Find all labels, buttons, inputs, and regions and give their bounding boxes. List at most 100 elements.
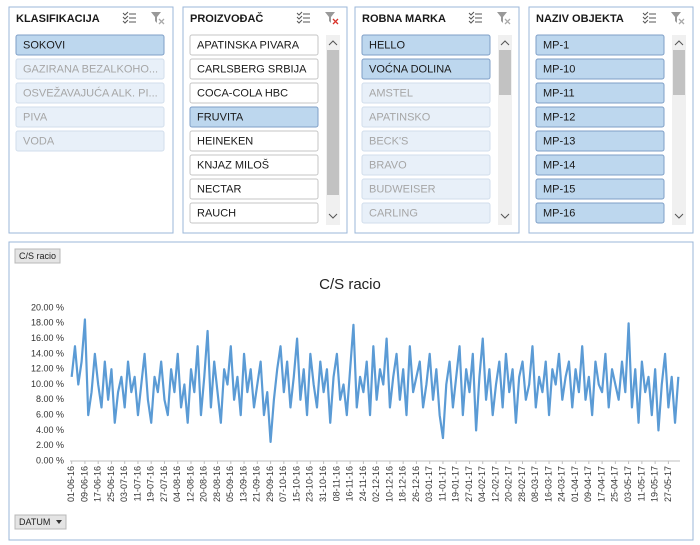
x-tick-label: 24-11-16	[358, 466, 368, 501]
slicer-item[interactable]	[189, 58, 319, 80]
slicer-item[interactable]	[361, 58, 491, 80]
slicer-item[interactable]	[535, 106, 665, 128]
slicer-title: PROIZVOĐAČ	[190, 12, 263, 25]
slicer-item[interactable]	[15, 34, 165, 56]
clear-filter-icon[interactable]	[497, 12, 507, 23]
slicer-item[interactable]	[535, 130, 665, 152]
slicer-item[interactable]	[361, 130, 491, 152]
axis-field-button[interactable]	[14, 514, 67, 530]
x-tick-label: 17-04-17	[596, 466, 606, 502]
slicer-item[interactable]	[535, 34, 665, 56]
slicer-item[interactable]	[361, 178, 491, 200]
multi-select-icon[interactable]	[642, 11, 649, 16]
x-tick-label: 31-10-16	[318, 466, 328, 502]
x-tick-label: 01-04-17	[570, 466, 580, 502]
y-tick-label: 4.00 %	[36, 425, 64, 435]
slicer-item[interactable]	[189, 34, 319, 56]
slicer-title: NAZIV OBJEKTA	[536, 13, 624, 25]
slicer-item[interactable]	[361, 82, 491, 104]
scroll-up[interactable]	[500, 40, 510, 46]
clear-filter-icon[interactable]	[678, 18, 685, 25]
x-tick-label: 04-08-16	[172, 466, 182, 502]
slicer-item[interactable]	[361, 154, 491, 176]
slicer-item[interactable]	[189, 202, 319, 224]
x-tick-label: 02-12-16	[371, 466, 381, 502]
scroll-up[interactable]	[674, 40, 684, 46]
scrollbar-thumb[interactable]	[499, 50, 511, 95]
scroll-up[interactable]	[328, 40, 338, 46]
x-tick-label: 24-03-17	[557, 466, 567, 502]
slicer-item[interactable]	[361, 202, 491, 224]
x-tick-label: 04-02-17	[477, 466, 487, 502]
y-tick-label: 8.00 %	[36, 394, 64, 404]
slicer-item-label: OSVEŽAVAJUĆA ALK. PI...	[23, 86, 158, 99]
x-tick-label: 23-10-16	[305, 466, 315, 502]
slicer-item[interactable]	[361, 106, 491, 128]
slicer-item[interactable]	[189, 130, 319, 152]
slicer-item[interactable]	[535, 82, 665, 104]
x-tick-label: 05-09-16	[225, 466, 235, 502]
slicer-item-label: MP-11	[543, 87, 575, 99]
slicer-item-label: VOĆNA DOLINA	[369, 62, 452, 75]
slicer-item[interactable]	[189, 154, 319, 176]
y-tick-label: 2.00 %	[36, 440, 64, 450]
x-tick-label: 12-02-17	[490, 466, 500, 502]
slicer-item-label: RAUCH	[197, 207, 236, 219]
multi-select-icon[interactable]	[296, 19, 303, 24]
slicer-item-label: MP-16	[543, 207, 575, 219]
line-series	[70, 318, 680, 443]
slicer-item[interactable]	[189, 82, 319, 104]
multi-select-icon[interactable]	[122, 11, 129, 16]
slicer-item-label: APATINSKO	[369, 111, 431, 123]
slicer-item[interactable]	[361, 34, 491, 56]
scrollbar-thumb[interactable]	[673, 50, 685, 95]
clear-filter-icon[interactable]	[325, 12, 335, 23]
clear-filter-icon[interactable]	[151, 12, 161, 23]
x-tick-label: 10-12-16	[384, 466, 394, 502]
slicer-item-label: CARLSBERG SRBIJA	[197, 63, 307, 75]
multi-select-icon[interactable]	[468, 19, 475, 24]
slicer-item-label: MP-14	[543, 159, 575, 171]
slicer-item[interactable]	[15, 58, 165, 80]
slicer-item[interactable]	[535, 58, 665, 80]
x-tick-label: 07-10-16	[278, 466, 288, 502]
multi-select-icon[interactable]	[468, 11, 475, 16]
slicer-item-label: VODA	[23, 135, 55, 147]
slicer-item[interactable]	[189, 106, 319, 128]
multi-select-icon[interactable]	[642, 19, 649, 24]
x-tick-label: 19-01-17	[451, 466, 461, 502]
x-tick-label: 28-02-17	[517, 466, 527, 502]
slicer-item[interactable]	[15, 106, 165, 128]
slicer-item[interactable]	[189, 178, 319, 200]
slicer-item-label: KNJAZ MILOŠ	[197, 158, 269, 171]
slicer-item-label: BRAVO	[369, 159, 407, 171]
slicer-item[interactable]	[15, 130, 165, 152]
x-tick-label: 12-08-16	[185, 466, 195, 502]
slicer-item[interactable]	[535, 178, 665, 200]
multi-select-icon[interactable]	[296, 15, 303, 20]
multi-select-icon[interactable]	[468, 15, 475, 20]
x-tick-label: 19-07-16	[146, 466, 156, 502]
scroll-down[interactable]	[674, 213, 684, 219]
value-field-button[interactable]	[14, 248, 61, 264]
scroll-down[interactable]	[328, 213, 338, 219]
slicer-item-label: BUDWEISER	[369, 183, 436, 195]
multi-select-icon[interactable]	[296, 11, 303, 16]
slicer-item[interactable]	[535, 202, 665, 224]
slicer-item-label: NECTAR	[197, 183, 241, 195]
value-field-button-label: C/S racio	[19, 251, 56, 261]
scrollbar-thumb[interactable]	[327, 50, 339, 195]
slicer-item[interactable]	[535, 154, 665, 176]
scroll-down[interactable]	[500, 213, 510, 219]
clear-filter-icon[interactable]	[671, 12, 681, 23]
clear-filter-icon[interactable]	[158, 18, 165, 25]
multi-select-icon[interactable]	[642, 15, 649, 20]
slicer-item[interactable]	[15, 82, 165, 104]
slicer-area: KLASIFIKACIJA SOKOVI GAZIRANA BEZALKOHO...…	[8, 6, 694, 234]
slicer-item-label: APATINSKA PIVARA	[197, 39, 300, 51]
clear-filter-icon[interactable]	[332, 18, 339, 25]
multi-select-icon[interactable]	[122, 15, 129, 20]
clear-filter-icon[interactable]	[504, 18, 511, 25]
multi-select-icon[interactable]	[122, 19, 129, 24]
